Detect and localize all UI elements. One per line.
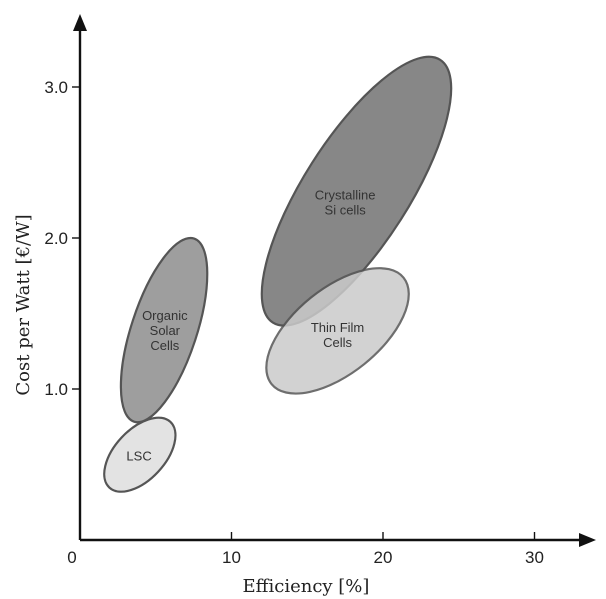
ticks: 0 10 20 30 1.0 2.0 3.0 [44, 78, 544, 567]
y-tick-label: 3.0 [44, 78, 68, 97]
region-label-line: LSC [126, 448, 151, 463]
region-organic-solar-cells [119, 236, 209, 424]
y-axis-title: Cost per Watt [€/W] [13, 214, 34, 395]
region-crystalline-si-cells [260, 55, 453, 327]
region-label-line: Organic [142, 308, 188, 323]
region-label-line: Solar [150, 323, 181, 338]
region-label-line: Crystalline [315, 187, 376, 202]
region-label-line: Si cells [325, 202, 367, 217]
region-label-thin-film-cells: Thin Film Cells [311, 320, 364, 350]
region-label-line: Thin Film [311, 320, 364, 335]
axes [73, 14, 596, 547]
region-label-organic-solar-cells: Organic Solar Cells [142, 308, 188, 353]
x-axis-title: Efficiency [%] [243, 576, 370, 597]
region-thin-film-cells [265, 267, 410, 395]
region-label-crystalline-si-cells: Crystalline Si cells [315, 187, 376, 217]
y-tick-label: 2.0 [44, 229, 68, 248]
region-label-lsc: LSC [126, 448, 151, 463]
x-tick-label: 30 [525, 548, 544, 567]
regions-layer [103, 55, 453, 493]
x-tick-label: 0 [67, 548, 76, 567]
x-tick-label: 10 [222, 548, 241, 567]
region-label-line: Cells [323, 335, 352, 350]
region-label-line: Cells [150, 338, 179, 353]
x-axis-arrow [579, 533, 596, 547]
region-lsc [103, 416, 177, 493]
x-tick-label: 20 [374, 548, 393, 567]
y-axis-arrow [73, 14, 87, 31]
y-tick-label: 1.0 [44, 380, 68, 399]
